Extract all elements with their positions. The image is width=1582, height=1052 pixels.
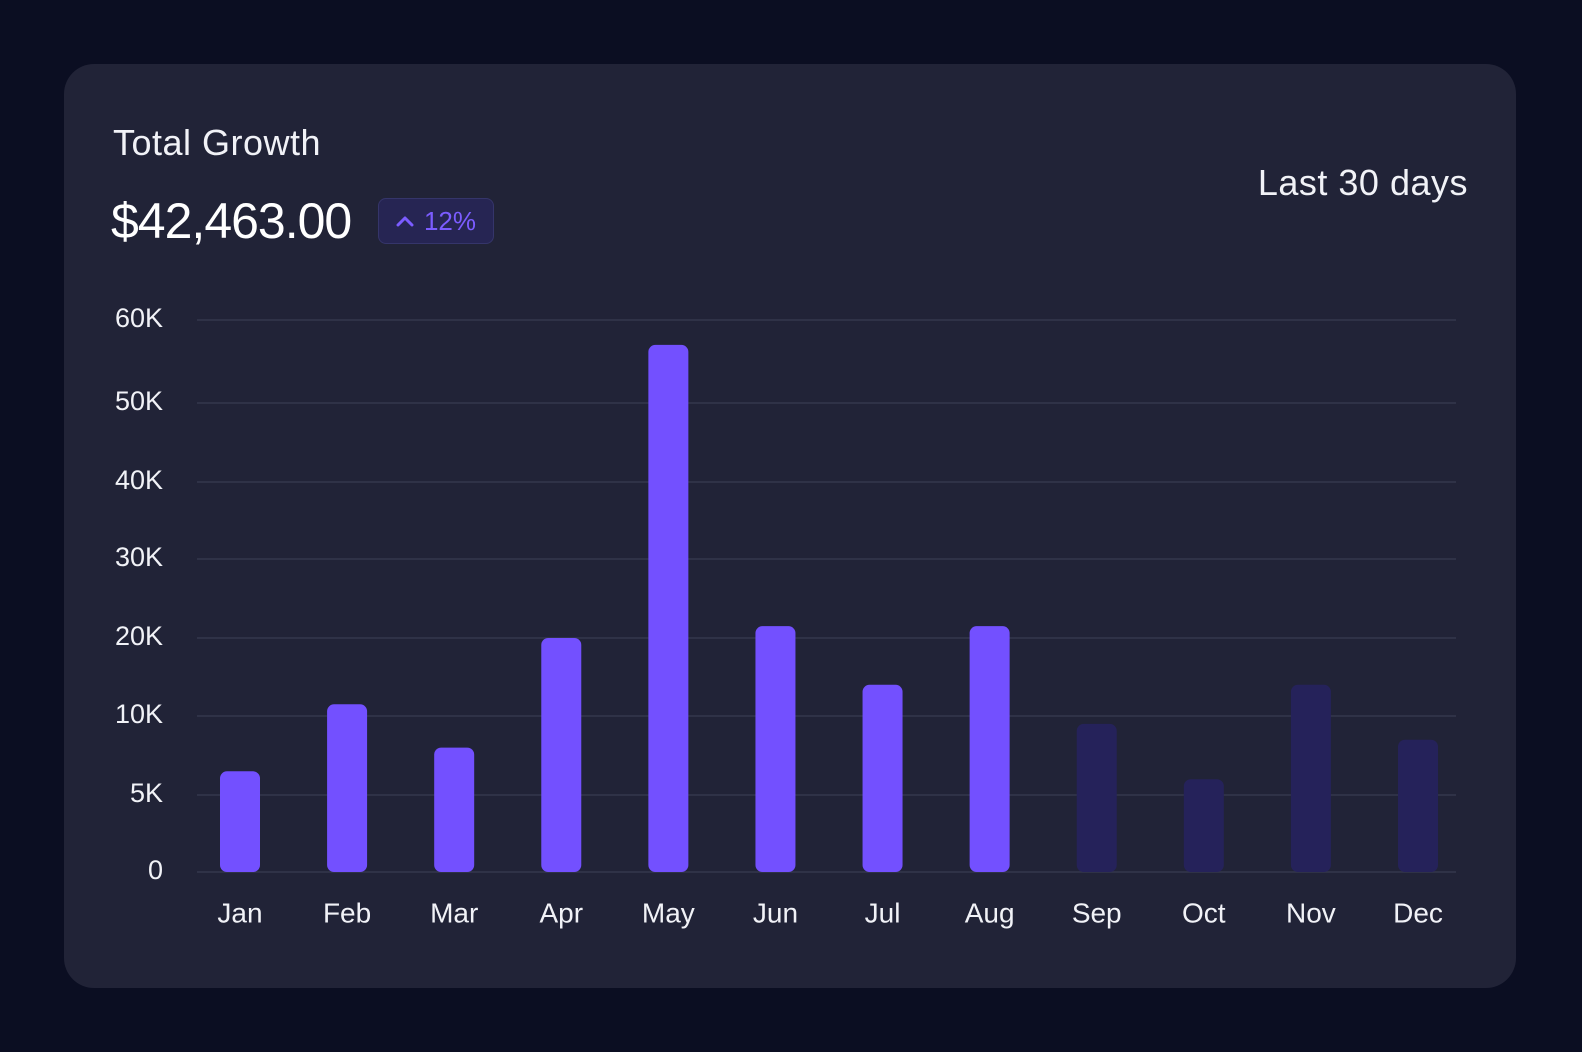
bar-aug: [969, 626, 1010, 872]
x-tick-label: Aug: [965, 897, 1015, 928]
chevron-up-icon: [396, 215, 414, 227]
x-tick-label: Apr: [539, 897, 583, 928]
y-tick-label: 10K: [115, 699, 163, 729]
bar-apr: [541, 638, 582, 872]
x-tick-label: Sep: [1072, 897, 1122, 928]
x-tick-label: Dec: [1393, 897, 1443, 928]
bar-jun: [755, 626, 796, 872]
bar-mar: [434, 747, 475, 872]
bar-nov: [1290, 684, 1331, 872]
y-tick-label: 50K: [115, 386, 163, 416]
x-tick-label: Jun: [753, 897, 798, 928]
x-tick-label: Nov: [1286, 897, 1336, 928]
y-tick-label: 30K: [115, 542, 163, 572]
total-amount: $42,463.00: [111, 193, 352, 249]
y-tick-label: 40K: [115, 465, 163, 495]
x-tick-label: Mar: [430, 897, 478, 928]
change-value: 12%: [423, 205, 477, 236]
card-title: Total Growth: [113, 122, 322, 163]
x-tick-label: Feb: [323, 897, 371, 928]
bar-may: [648, 344, 689, 872]
change-badge: 12%: [378, 198, 494, 244]
y-tick-label: 60K: [115, 303, 163, 333]
y-tick-label: 0: [148, 855, 163, 885]
x-tick-label: Jul: [865, 897, 901, 928]
x-tick-label: Oct: [1182, 897, 1226, 928]
bar-feb: [327, 704, 368, 872]
bar-jan: [220, 771, 260, 872]
growth-card: Total Growth $42,463.00 12% Last 30 days…: [64, 64, 1516, 988]
bar-chart: 0 5K 10K 20K 30K 40K 50K 60K Jan Feb Mar Apr May Jun J…: [115, 303, 1456, 928]
y-tick-label: 5K: [130, 778, 163, 808]
bar-dec: [1398, 739, 1438, 872]
bar-oct: [1183, 779, 1224, 872]
x-tick-label: Jan: [217, 897, 262, 928]
x-tick-label: May: [642, 897, 695, 928]
y-tick-label: 20K: [115, 621, 163, 651]
bar-sep: [1076, 723, 1117, 872]
range-selector[interactable]: Last 30 days: [1257, 162, 1468, 203]
bar-jul: [862, 684, 903, 872]
